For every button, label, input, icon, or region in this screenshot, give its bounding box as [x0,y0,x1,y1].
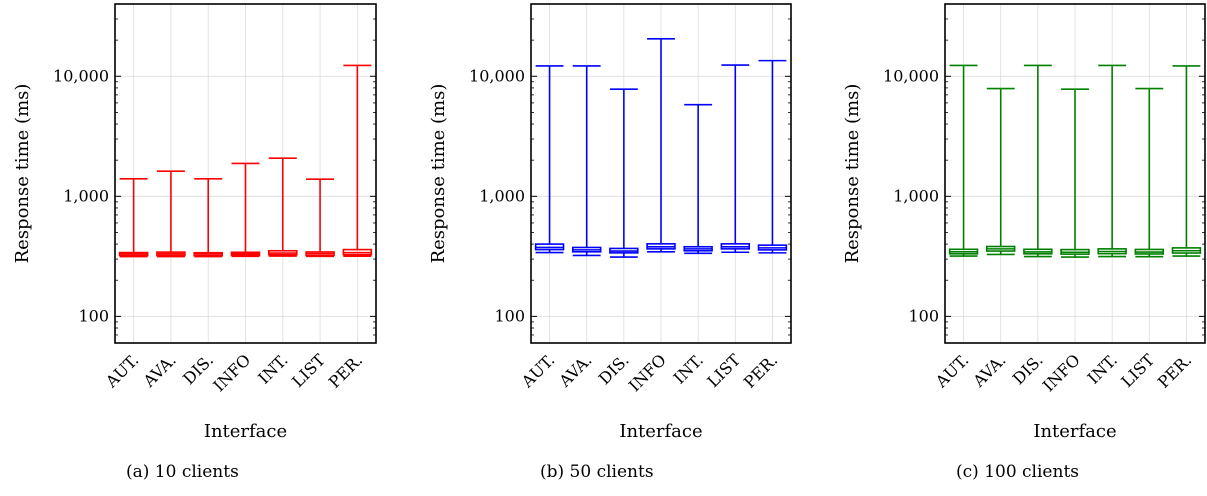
x-tick-label: INFO [1039,350,1084,395]
box-DIS. [609,88,639,258]
caption-10-clients: (a) 10 clients [126,462,239,482]
y-tick-label: 1,000 [479,186,525,205]
y-tick-label: 100 [494,306,525,325]
x-tick-label: AUT. [517,350,558,391]
box-AUT. [118,177,149,258]
y-axis-label: Response time (ms) [12,84,33,264]
box-PER. [342,64,373,258]
x-tick-label: INFO [209,350,254,395]
box-PER. [1171,65,1202,257]
x-tick-label: AVA. [555,350,596,391]
x-tick-label: LIST [288,350,329,391]
box-INFO [230,162,261,258]
caption-50-clients: (b) 50 clients [540,462,654,482]
box-AVA. [571,65,602,257]
x-axis-label: Interface [204,421,287,442]
x-tick-label: PER. [740,350,781,391]
x-tick-label: AVA. [969,350,1010,391]
x-tick-label: INT. [254,350,291,387]
x-tick-label: LIST [703,350,744,391]
x-tick-label: INT. [670,350,707,387]
plot-frame [944,3,1206,344]
x-tick-label: AUT. [101,350,142,391]
y-axis-label: Response time (ms) [842,84,863,264]
y-axis-label: Response time (ms) [428,84,449,264]
box-INT. [268,157,298,257]
box-LIST [720,64,751,254]
box-AUT. [534,65,565,254]
x-axis-label: Interface [619,421,702,442]
x-tick-label: INT. [1084,350,1121,387]
box-AVA. [985,87,1016,256]
box-AUT. [948,64,979,257]
box-INFO [646,38,676,253]
y-tick-label: 10,000 [883,66,939,85]
x-tick-label: LIST [1117,350,1158,391]
box-LIST [305,178,335,258]
x-axis-label: Interface [1033,421,1116,442]
y-tick-label: 100 [908,306,939,325]
caption-100-clients: (c) 100 clients [956,462,1080,482]
x-tick-label: PER. [1154,350,1195,391]
box-AVA. [156,170,186,258]
y-tick-label: 10,000 [469,66,525,85]
box-DIS. [193,177,223,258]
box-DIS. [1023,64,1053,258]
y-tick-label: 10,000 [53,66,109,85]
x-tick-label: AUT. [931,350,972,391]
x-tick-label: PER. [325,350,366,391]
x-tick-label: INFO [625,350,670,395]
y-tick-label: 1,000 [893,186,939,205]
y-tick-label: 1,000 [63,186,109,205]
x-tick-label: AVA. [139,350,180,391]
y-tick-label: 100 [78,306,109,325]
box-LIST [1134,87,1165,258]
plot-frame [530,3,792,344]
box-INT. [683,103,713,255]
box-PER. [757,59,788,254]
box-INT. [1097,64,1127,258]
box-INFO [1060,88,1090,258]
plot-frame [114,3,377,344]
